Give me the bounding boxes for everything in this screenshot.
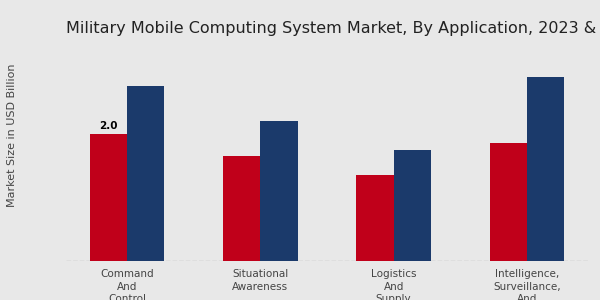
- Bar: [394, 150, 431, 261]
- Bar: [490, 143, 527, 261]
- Bar: [356, 175, 394, 261]
- Bar: [527, 77, 564, 261]
- Bar: [127, 86, 164, 261]
- Text: Military Mobile Computing System Market, By Application, 2023 & 2032: Military Mobile Computing System Market,…: [66, 21, 600, 36]
- Text: Market Size in USD Billion: Market Size in USD Billion: [7, 63, 17, 207]
- Bar: [90, 134, 127, 261]
- Text: 2.0: 2.0: [99, 122, 118, 131]
- Bar: [260, 121, 298, 261]
- Bar: [223, 156, 260, 261]
